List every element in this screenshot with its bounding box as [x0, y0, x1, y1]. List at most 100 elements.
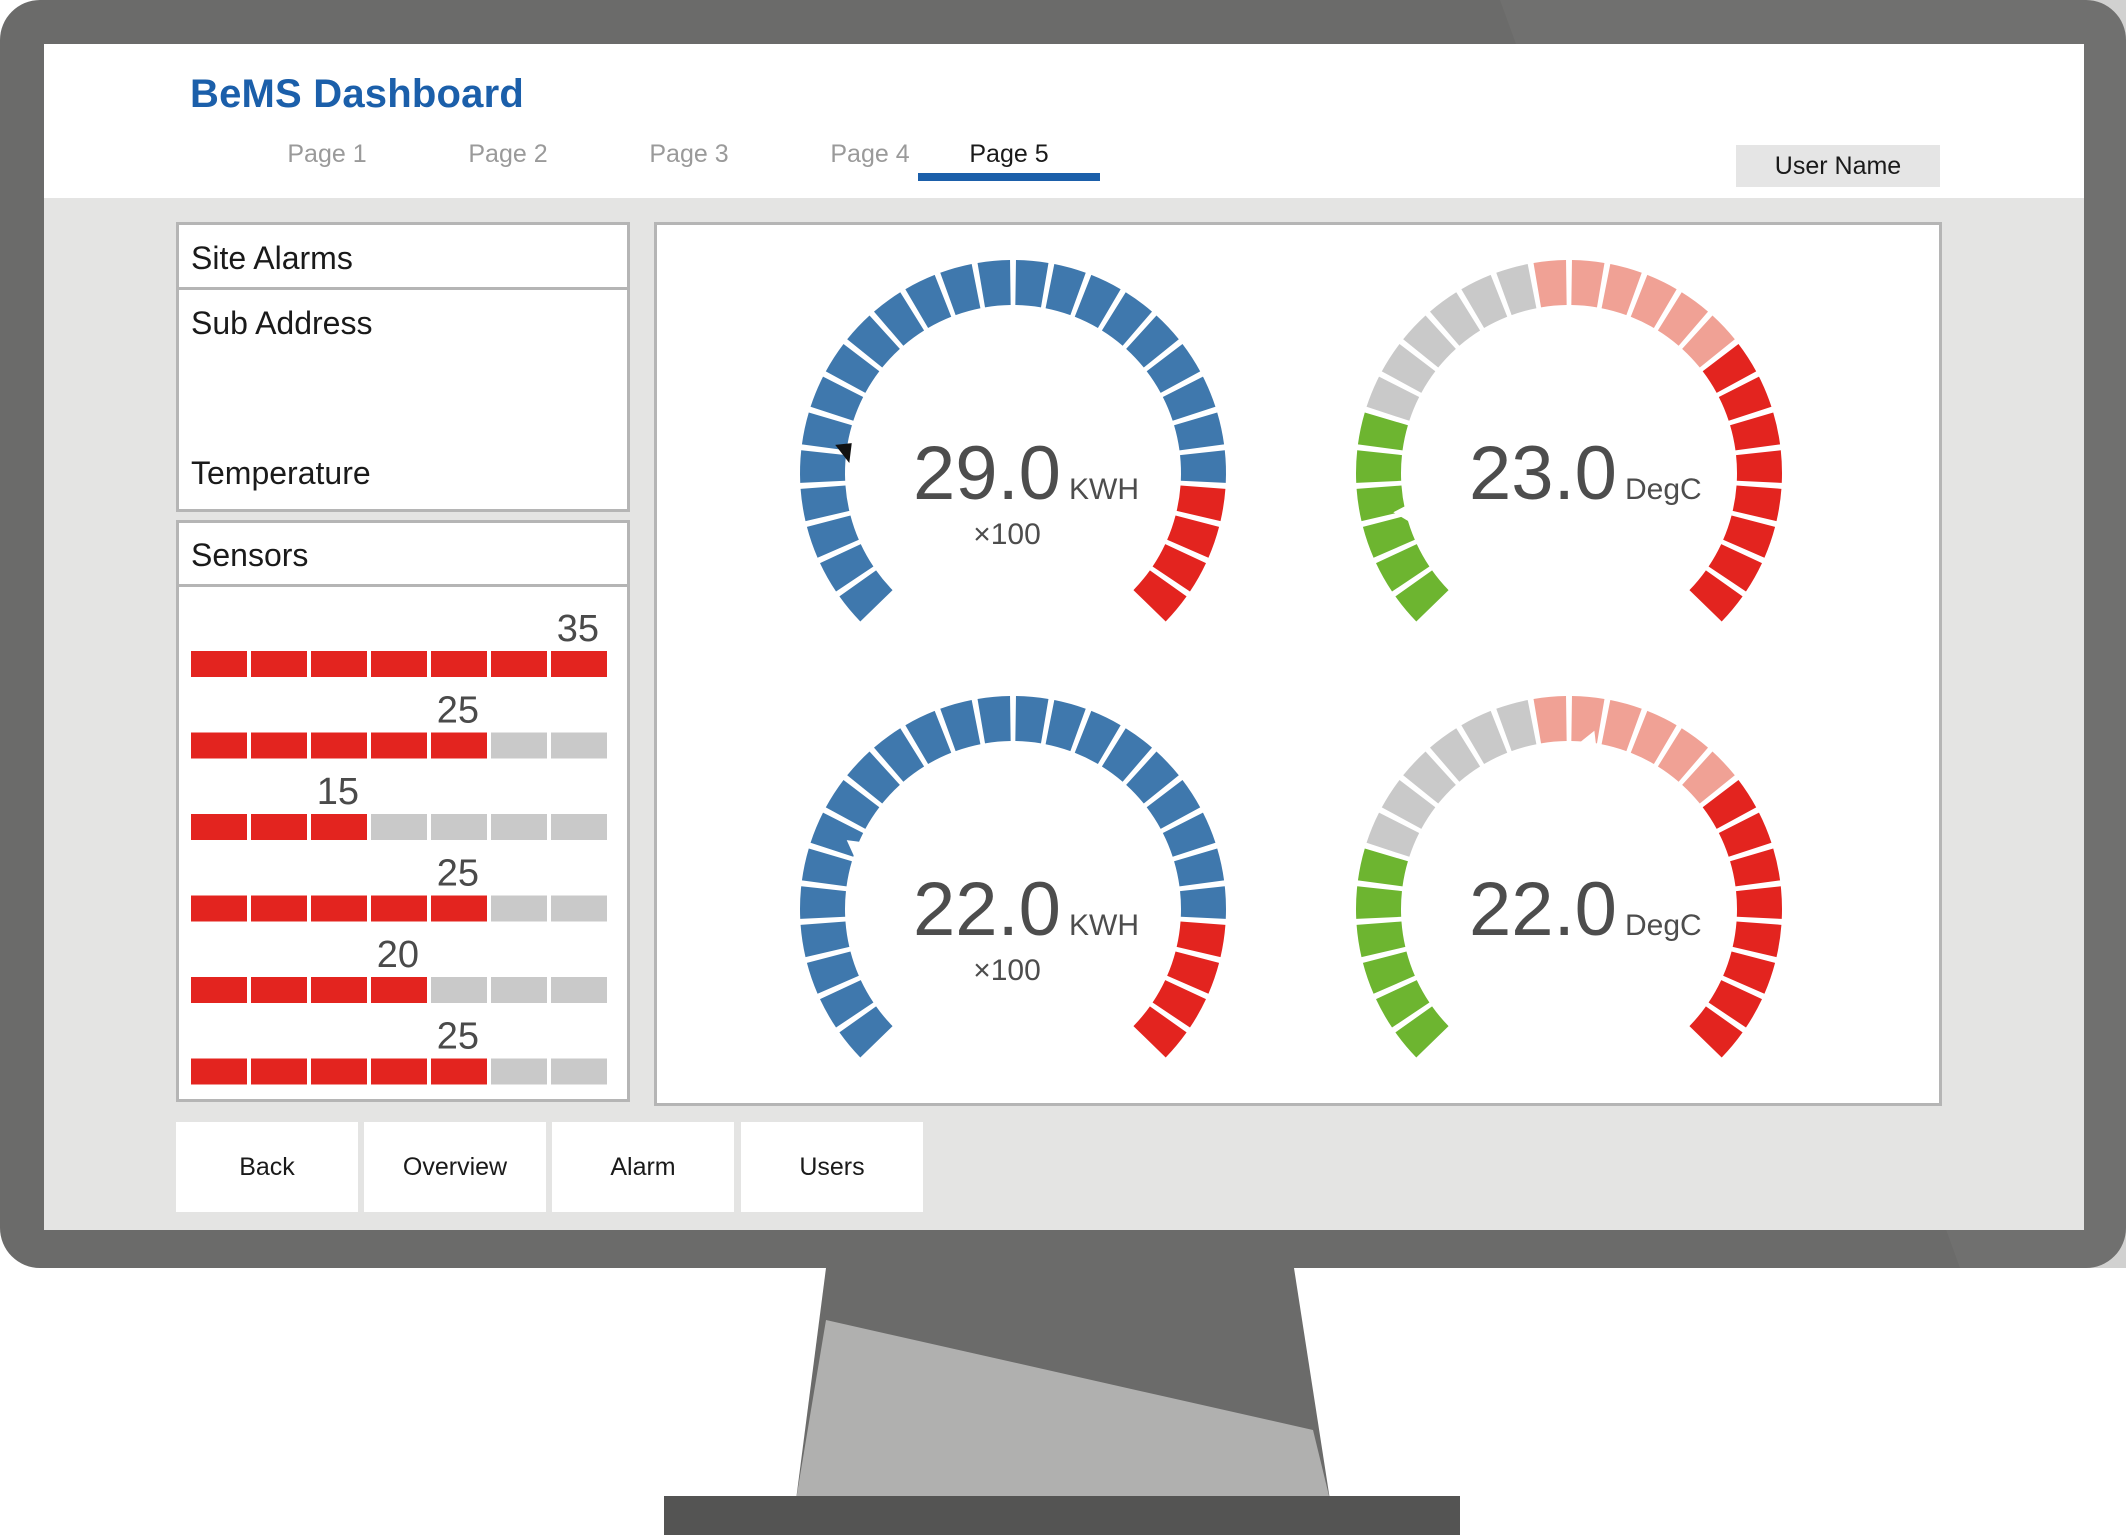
gauge-segment: [1689, 1006, 1743, 1058]
gauge-segment: [1657, 292, 1709, 346]
gauge-segment: [847, 315, 900, 368]
gauge-value: 23.0: [1469, 431, 1617, 516]
gauge-segment: [1496, 700, 1537, 752]
gauge-segment: [847, 751, 900, 804]
temperature-label: Temperature: [191, 455, 371, 491]
tab-page-2[interactable]: Page 2: [468, 140, 548, 168]
gauge-segment: [1133, 1006, 1187, 1058]
gauge-segment: [1403, 751, 1456, 804]
sensor-bar-segment: [371, 732, 427, 759]
gauge-segment: [1395, 1006, 1449, 1058]
gauge-segment: [1045, 700, 1086, 752]
gauge-segment: [1101, 292, 1153, 346]
site-alarms-panel: Site Alarms Sub Address Temperature: [176, 222, 630, 512]
gauge-segment: [1461, 710, 1508, 765]
sensor-bar-segment: [311, 977, 367, 1003]
sensor-value-label: 25: [437, 853, 479, 895]
sensor-bar-segment: [191, 732, 247, 759]
sensor-bar-segment: [251, 732, 307, 759]
gauge-segment: [1146, 779, 1201, 829]
gauge-segment: [1702, 343, 1757, 393]
gauge-segment: [1718, 812, 1772, 857]
gauge-segment: [801, 848, 852, 887]
gauge-segment: [1718, 376, 1772, 421]
gauge-segment: [1366, 812, 1420, 857]
sensor-value-label: 25: [437, 690, 479, 732]
gauge-segment: [1429, 728, 1481, 782]
gauge-segment: [1180, 886, 1226, 919]
tab-page-4[interactable]: Page 4: [830, 140, 910, 168]
sensor-bar-segment: [311, 895, 367, 922]
sensors-panel: Sensors 35 25 15 25 20 25: [176, 520, 630, 1102]
gauge-4: 22.0 DegC: [1356, 696, 1782, 1058]
gauge-pointer: [1576, 730, 1597, 748]
sensor-bar-segment: [431, 1058, 487, 1085]
tab-page-1[interactable]: Page 1: [287, 140, 367, 168]
gauge-segment: [820, 980, 874, 1028]
sensor-bar-segment: [431, 814, 487, 840]
gauge-segment: [977, 260, 1011, 308]
gauge-segment: [1176, 485, 1226, 522]
gauge-segment: [1376, 544, 1430, 592]
gauge-segment: [1356, 450, 1402, 483]
app-header: BeMS Dashboard Page 1 Page 2 Page 3 Page…: [44, 44, 2084, 198]
gauge-segment: [1732, 485, 1782, 522]
gauge-segment: [1395, 570, 1449, 622]
sensor-value-label: 20: [377, 934, 419, 976]
gauge-segment: [905, 710, 952, 765]
gauge-segment: [806, 951, 859, 994]
tab-page-3[interactable]: Page 3: [649, 140, 729, 168]
gauge-segment: [1101, 728, 1153, 782]
sensor-bar-segment: [371, 814, 427, 840]
sensor-bar-segment: [191, 814, 247, 840]
gauge-segment: [905, 274, 952, 329]
sensor-bar-segment: [551, 977, 607, 1003]
gauge-segment: [839, 1006, 893, 1058]
divider: [179, 287, 627, 290]
sensor-bar-segment: [551, 895, 607, 922]
gauge-segment: [1381, 343, 1436, 393]
sensor-bar-segment: [191, 977, 247, 1003]
gauge-segment: [1533, 696, 1567, 744]
gauge-segment: [1015, 696, 1049, 744]
gauge-unit: KWH: [1069, 909, 1139, 942]
gauge-segment: [1657, 728, 1709, 782]
gauge-segment: [1732, 921, 1782, 958]
alarm-button[interactable]: Alarm: [552, 1122, 734, 1212]
sensor-bar-segment: [491, 895, 547, 922]
sensors-title: Sensors: [191, 537, 309, 573]
sensor-bar-segment: [251, 814, 307, 840]
gauge-segment: [1074, 274, 1121, 329]
gauge-segment: [1357, 848, 1408, 887]
gauge-segment: [1682, 751, 1735, 804]
sensor-bar-segment: [491, 1058, 547, 1085]
gauge-3: 22.0 KWH ×100: [800, 696, 1226, 1058]
overview-button[interactable]: Overview: [364, 1122, 546, 1212]
gauge-segment: [1533, 260, 1567, 308]
sensor-bar-segment: [311, 814, 367, 840]
users-button[interactable]: Users: [741, 1122, 923, 1212]
sub-address-label: Sub Address: [191, 305, 373, 341]
gauge-segment: [1723, 515, 1776, 558]
gauge-pointer: [1393, 504, 1414, 524]
gauge-value: 29.0: [913, 431, 1061, 516]
gauge-segment: [801, 412, 852, 451]
sensor-value-label: 35: [557, 608, 599, 650]
gauge-segment: [800, 886, 846, 919]
sensor-bar-segment: [251, 895, 307, 922]
gauge-segment: [1601, 700, 1642, 752]
gauge-segment: [1045, 264, 1086, 316]
gauge-segment: [1736, 450, 1782, 483]
user-name-button[interactable]: User Name: [1736, 145, 1940, 187]
gauge-segment: [1689, 570, 1743, 622]
gauge-segment: [1146, 343, 1201, 393]
gauge-segment: [1356, 485, 1406, 522]
gauges-panel: 29.0 KWH ×100 23.0 DegC 22.0 KWH ×100 22.0 DegC: [654, 222, 1942, 1106]
back-button[interactable]: Back: [176, 1122, 358, 1212]
sensor-bar-segment: [431, 651, 487, 677]
sensor-bars: 35 25 15 25 20 25: [191, 608, 607, 1085]
tab-page-5[interactable]: Page 5: [969, 140, 1049, 168]
app-title: BeMS Dashboard: [190, 72, 524, 116]
gauge-segment: [1461, 274, 1508, 329]
